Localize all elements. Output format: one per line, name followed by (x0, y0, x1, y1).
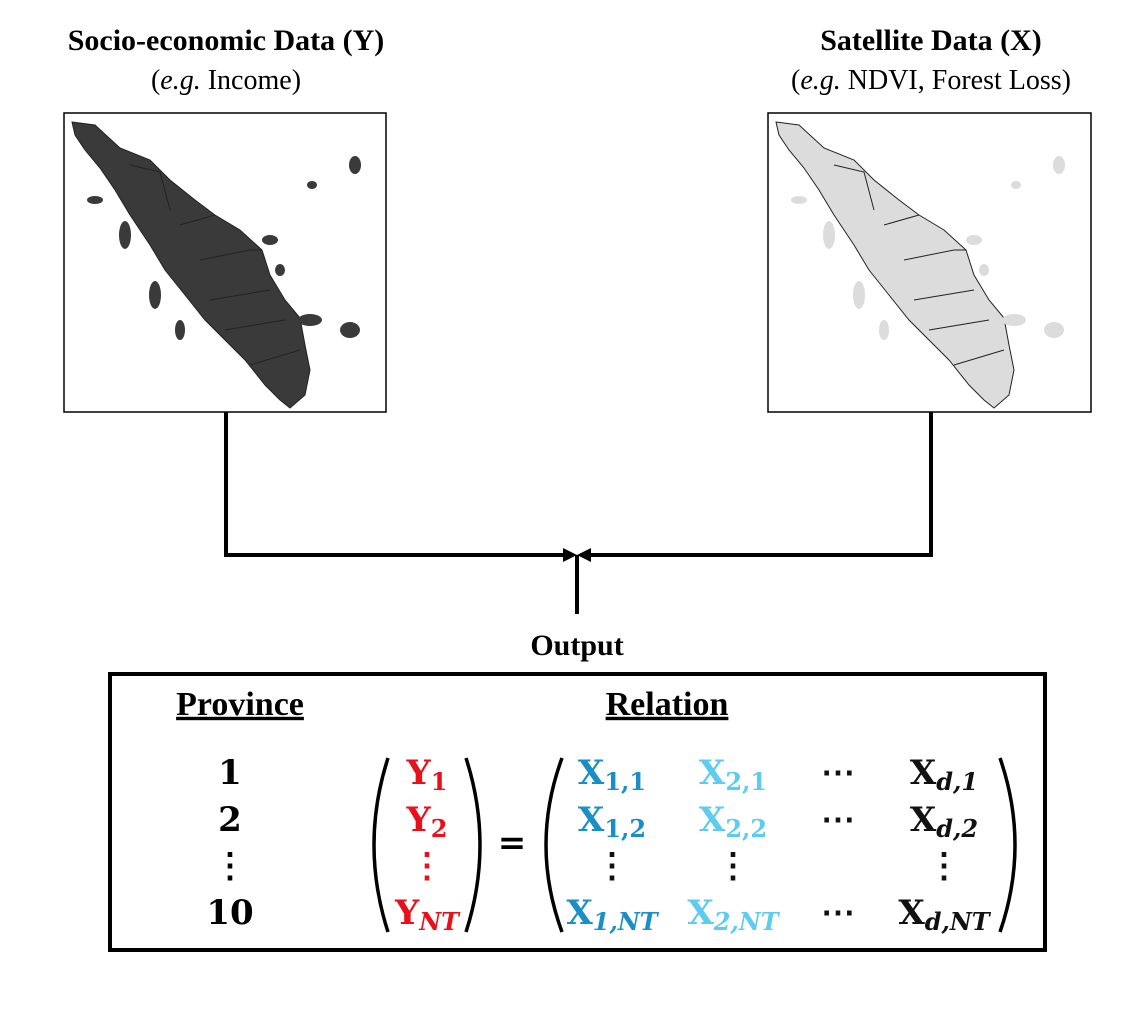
matrix-entry: ⋯ (821, 753, 855, 793)
header: Relation (606, 686, 729, 723)
province: 2 (218, 800, 242, 840)
entry-base: ⋮ (595, 846, 629, 886)
entry-subscript: NT (418, 907, 461, 936)
province: 10 (206, 893, 253, 933)
panel-subtitle: (e.g. NDVI, Forest Loss) (791, 65, 1071, 96)
entry-base: X (578, 753, 605, 793)
entry-base: ⋮ (927, 846, 961, 886)
entry-base: Y (406, 800, 432, 840)
matrix-entry: ⋮ (410, 846, 444, 886)
entry-base: X (910, 800, 937, 840)
matrix-entry: X1,NT (566, 893, 659, 936)
entry-base: X (898, 893, 925, 933)
entry-base: ⋮ (716, 846, 750, 886)
output-label: Output (530, 629, 623, 662)
entry-base: X (687, 893, 714, 933)
entry-base: ⋮ (410, 846, 444, 886)
entry-base: X (910, 753, 937, 793)
entry-base: X (566, 893, 593, 933)
matrix-entry: X1,1 (578, 753, 646, 796)
matrix-entry: ⋮ (595, 846, 629, 886)
matrix-entry: Y1 (406, 753, 448, 796)
matrix-entry: ⋮ (716, 846, 750, 886)
entry-subscript: 1,2 (604, 814, 646, 843)
entry-subscript: 2,1 (725, 767, 767, 796)
province: ⋮ (213, 846, 247, 886)
matrix-entry: ⋯ (821, 893, 855, 933)
panel-title: Satellite Data (X) (820, 24, 1042, 57)
brackets (372, 757, 1017, 933)
right-map (767, 112, 1092, 413)
entry-subscript: d,NT (925, 907, 992, 936)
connectors (224, 412, 933, 614)
entry-base: Y (394, 893, 420, 933)
entry-subscript: 1,1 (604, 767, 646, 796)
entry-base: ⋯ (821, 800, 855, 840)
entry-base: X (699, 800, 726, 840)
entry-subscript: 2,NT (713, 907, 781, 936)
entry-base: X (578, 800, 605, 840)
entry-subscript: 1 (431, 767, 448, 796)
entry-base: ⋯ (821, 893, 855, 933)
matrix-entry: YNT (394, 893, 461, 936)
entry-subscript: d,2 (936, 814, 978, 843)
matrix-entry: ⋮ (927, 846, 961, 886)
subtitle-part: ( (151, 65, 160, 96)
entry-base: X (699, 753, 726, 793)
province: 1 (218, 753, 242, 793)
subtitle-part: NDVI, Forest Loss) (841, 65, 1071, 96)
matrix-entry: Xd,NT (898, 893, 991, 936)
subtitle-part: ( (791, 65, 800, 96)
entry-subscript: 2 (431, 814, 448, 843)
output-box (108, 672, 1047, 952)
panel-title: Socio-economic Data (Y) (68, 24, 385, 57)
matrix-entry: X2,NT (687, 893, 780, 936)
equals: = (498, 823, 527, 863)
left-map (63, 112, 387, 413)
header: Province (176, 686, 304, 723)
entry-base: Y (406, 753, 432, 793)
matrix-entry: Xd,2 (910, 800, 978, 843)
entry-subscript: 1,NT (593, 907, 660, 936)
panel-subtitle: (e.g. Income) (151, 65, 301, 96)
entry-subscript: d,1 (936, 767, 978, 796)
subtitle-part: Income) (201, 65, 301, 96)
matrix-entry: Y2 (406, 800, 448, 843)
matrix-entry: X2,2 (699, 800, 767, 843)
entry-subscript: 2,2 (725, 814, 767, 843)
matrix-entry: X1,2 (578, 800, 646, 843)
matrix-entry: ⋯ (821, 800, 855, 840)
subtitle-part: e.g. (800, 65, 840, 96)
entry-base: ⋯ (821, 753, 855, 793)
matrix-entry: Xd,1 (910, 753, 978, 796)
matrix-entry: X2,1 (699, 753, 767, 796)
subtitle-part: e.g. (160, 65, 200, 96)
